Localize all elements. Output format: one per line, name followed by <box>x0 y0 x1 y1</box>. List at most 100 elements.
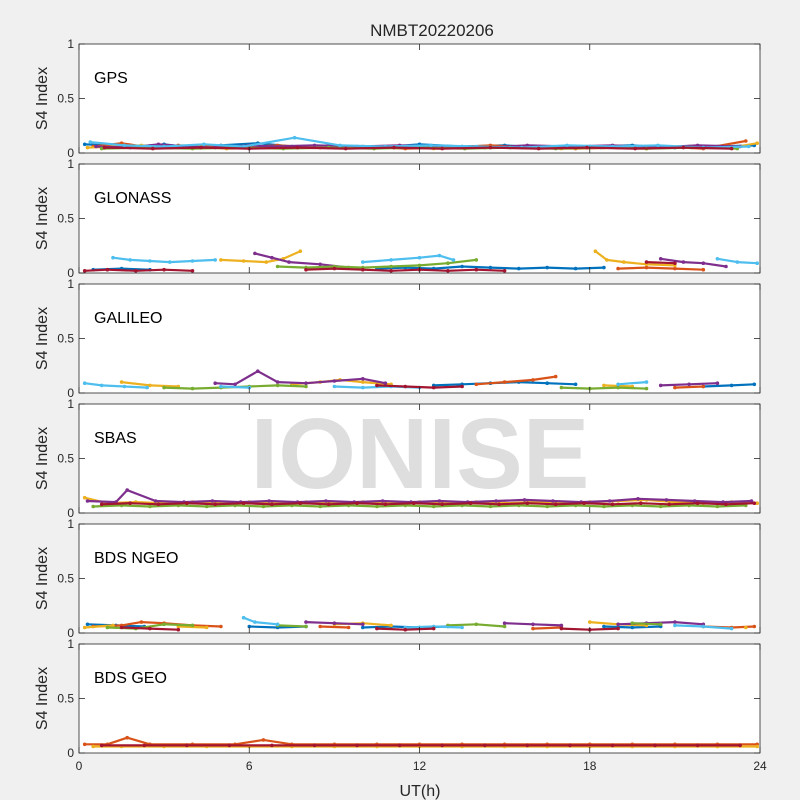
data-point <box>701 384 706 389</box>
series-trace <box>520 144 569 149</box>
series-trace <box>163 268 194 272</box>
series-trace <box>418 268 449 272</box>
series-trace <box>344 146 396 150</box>
series-trace <box>565 144 614 148</box>
series-trace <box>256 370 279 384</box>
series-trace <box>687 382 719 386</box>
panel-label: GALILEO <box>94 310 162 327</box>
series-trace <box>361 258 393 264</box>
series-trace <box>390 264 421 268</box>
series-trace <box>296 146 347 150</box>
data-point <box>724 264 728 269</box>
data-point <box>644 386 649 391</box>
y-tick-label: 1 <box>67 637 74 651</box>
series-trace <box>469 502 501 506</box>
series-trace <box>702 262 728 268</box>
series-trace <box>687 504 719 508</box>
series-trace <box>461 265 492 269</box>
series-trace <box>616 381 648 386</box>
data-point <box>749 499 754 503</box>
data-point <box>304 624 308 629</box>
data-point <box>744 625 748 630</box>
series-trace <box>333 377 364 383</box>
series-trace <box>120 620 143 627</box>
series-trace <box>296 499 327 504</box>
series-trace <box>489 146 540 150</box>
series-trace <box>253 252 273 259</box>
series-trace <box>384 144 432 148</box>
data-points <box>82 615 757 632</box>
series-trace <box>191 258 217 263</box>
series-trace <box>168 259 194 264</box>
panel-label: GPS <box>94 70 128 87</box>
series-2 <box>99 743 742 748</box>
series-trace <box>560 386 591 390</box>
series-trace <box>276 265 308 269</box>
series-trace <box>214 502 245 506</box>
data-point <box>755 744 759 749</box>
panel-3: 0 0.5 1 S4 Index SBAS <box>34 397 761 520</box>
x-tick-label: 24 <box>753 759 767 773</box>
y-tick-label: 0.5 <box>57 332 74 346</box>
y-axis-label: S4 Index <box>34 427 51 490</box>
data-point <box>460 625 464 630</box>
series-trace <box>392 146 444 150</box>
series-trace <box>438 254 455 261</box>
series-trace <box>475 381 506 386</box>
series-trace <box>304 620 336 625</box>
plot-area <box>79 284 760 393</box>
series-trace <box>103 146 154 150</box>
series-trace <box>157 502 188 506</box>
y-tick-label: 0 <box>67 626 74 640</box>
data-point <box>644 380 649 384</box>
series-trace <box>546 266 577 270</box>
data-point <box>460 384 464 389</box>
series-trace <box>438 499 469 504</box>
series-trace <box>702 625 733 630</box>
series-trace <box>100 502 132 506</box>
data-point <box>361 622 365 627</box>
y-axis-label: S4 Index <box>34 307 51 370</box>
series-trace <box>682 146 733 150</box>
series-trace <box>588 620 620 626</box>
panel-5: 0 6 12 18 24 0 0.5 1 S4 Index BDS GEO <box>34 637 767 773</box>
series-trace <box>588 627 620 631</box>
series-trace <box>106 268 137 272</box>
series-trace <box>120 626 151 630</box>
series-trace <box>721 499 753 504</box>
y-tick-label: 0.5 <box>57 92 74 106</box>
series-trace <box>290 504 322 508</box>
series-trace <box>356 502 387 506</box>
series-trace <box>304 267 336 271</box>
series-trace <box>111 256 132 261</box>
data-point <box>190 623 195 628</box>
y-tick-label: 1 <box>67 157 74 171</box>
series-trace <box>716 257 739 264</box>
series-trace <box>446 268 478 272</box>
series-trace <box>551 499 583 504</box>
series-trace <box>262 738 293 746</box>
series-2 <box>85 488 754 504</box>
series-trace <box>645 261 677 265</box>
data-point <box>658 622 663 627</box>
series-trace <box>270 502 302 506</box>
series-trace <box>83 268 109 272</box>
series-5 <box>111 253 759 266</box>
y-axis-label: S4 Index <box>34 547 51 610</box>
series-2 <box>219 249 677 268</box>
series-trace <box>129 502 160 506</box>
y-tick-label: 1 <box>67 277 74 291</box>
series-trace <box>716 504 747 508</box>
series-trace <box>242 136 296 148</box>
y-tick-label: 0.5 <box>57 572 74 586</box>
series-trace <box>293 136 342 147</box>
data-point <box>752 382 757 387</box>
series-trace <box>673 267 705 271</box>
series-trace <box>234 370 259 386</box>
series-trace <box>242 616 256 624</box>
series-trace <box>696 502 728 506</box>
series-trace <box>432 265 464 270</box>
series-trace <box>83 382 103 387</box>
y-tick-label: 0 <box>67 266 74 280</box>
series-trace <box>234 738 265 746</box>
